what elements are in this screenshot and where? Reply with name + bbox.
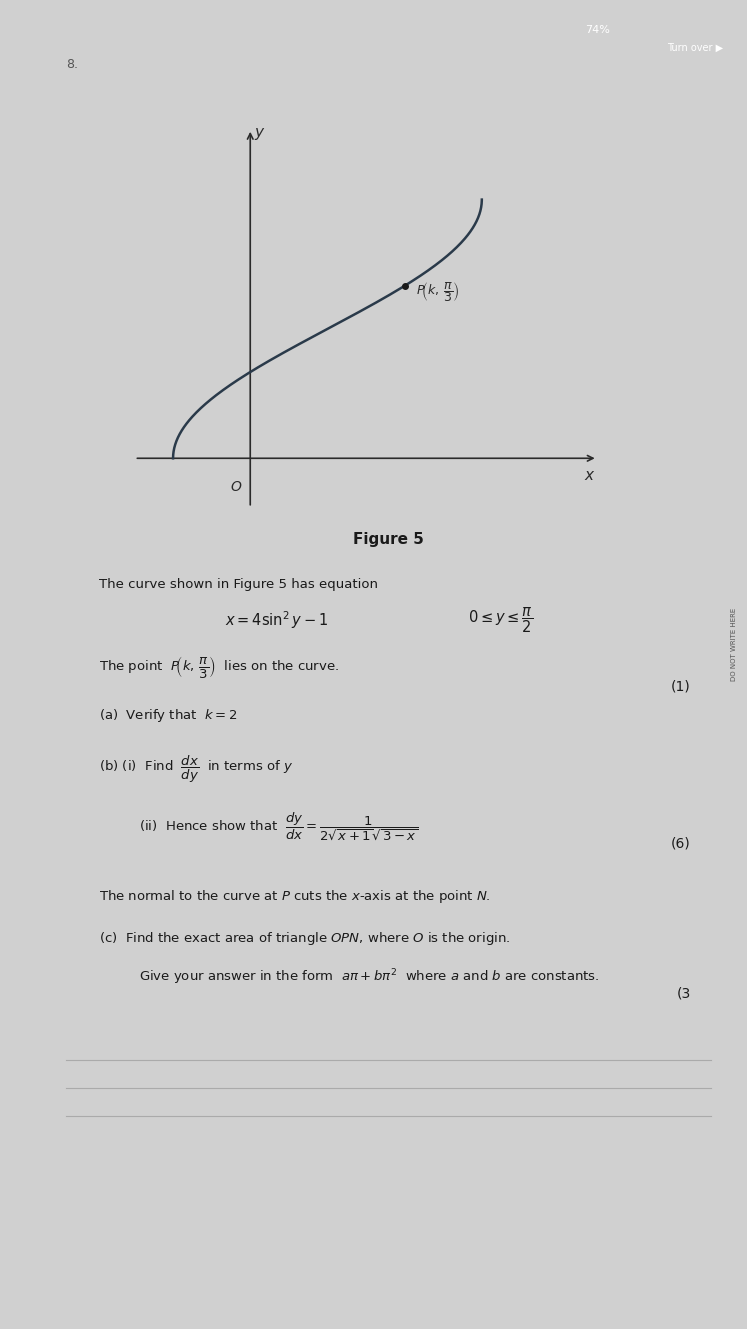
Text: (3: (3: [677, 986, 691, 1001]
Text: (ii)  Hence show that  $\dfrac{dy}{dx} = \dfrac{1}{2\sqrt{x+1}\sqrt{3-x}}$: (ii) Hence show that $\dfrac{dy}{dx} = \…: [139, 811, 418, 843]
Text: $P\!\left(k,\,\dfrac{\pi}{3}\right)$: $P\!\left(k,\,\dfrac{\pi}{3}\right)$: [416, 280, 459, 304]
Text: (b) (i)  Find  $\dfrac{dx}{dy}$  in terms of $y$: (b) (i) Find $\dfrac{dx}{dy}$ in terms o…: [99, 754, 294, 784]
Text: Give your answer in the form  $a\pi + b\pi^2$  where $a$ and $b$ are constants.: Give your answer in the form $a\pi + b\p…: [139, 968, 599, 987]
Text: $0 \leq y \leq \dfrac{\pi}{2}$: $0 \leq y \leq \dfrac{\pi}{2}$: [468, 605, 533, 635]
Text: (1): (1): [671, 679, 691, 694]
Text: (a)  Verify that  $k = 2$: (a) Verify that $k = 2$: [99, 707, 238, 724]
Text: $x$: $x$: [584, 468, 595, 482]
Text: The point  $P\!\left(k,\,\dfrac{\pi}{3}\right)$  lies on the curve.: The point $P\!\left(k,\,\dfrac{\pi}{3}\r…: [99, 654, 339, 680]
Text: 74%: 74%: [585, 25, 610, 36]
Text: $y$: $y$: [255, 126, 266, 142]
Text: DO NOT WRITE HERE: DO NOT WRITE HERE: [731, 607, 737, 682]
Text: (6): (6): [671, 836, 691, 851]
Text: $x = 4\sin^2 y - 1$: $x = 4\sin^2 y - 1$: [225, 609, 328, 631]
Text: Turn over ▶: Turn over ▶: [666, 43, 723, 53]
Text: The curve shown in Figure 5 has equation: The curve shown in Figure 5 has equation: [99, 578, 378, 590]
Text: 8.: 8.: [66, 58, 78, 72]
Text: (c)  Find the exact area of triangle $OPN$, where $O$ is the origin.: (c) Find the exact area of triangle $OPN…: [99, 930, 510, 948]
Text: Figure 5: Figure 5: [353, 532, 424, 548]
Text: $O$: $O$: [230, 480, 243, 494]
Text: The normal to the curve at $P$ cuts the $x$-axis at the point $N$.: The normal to the curve at $P$ cuts the …: [99, 888, 491, 905]
